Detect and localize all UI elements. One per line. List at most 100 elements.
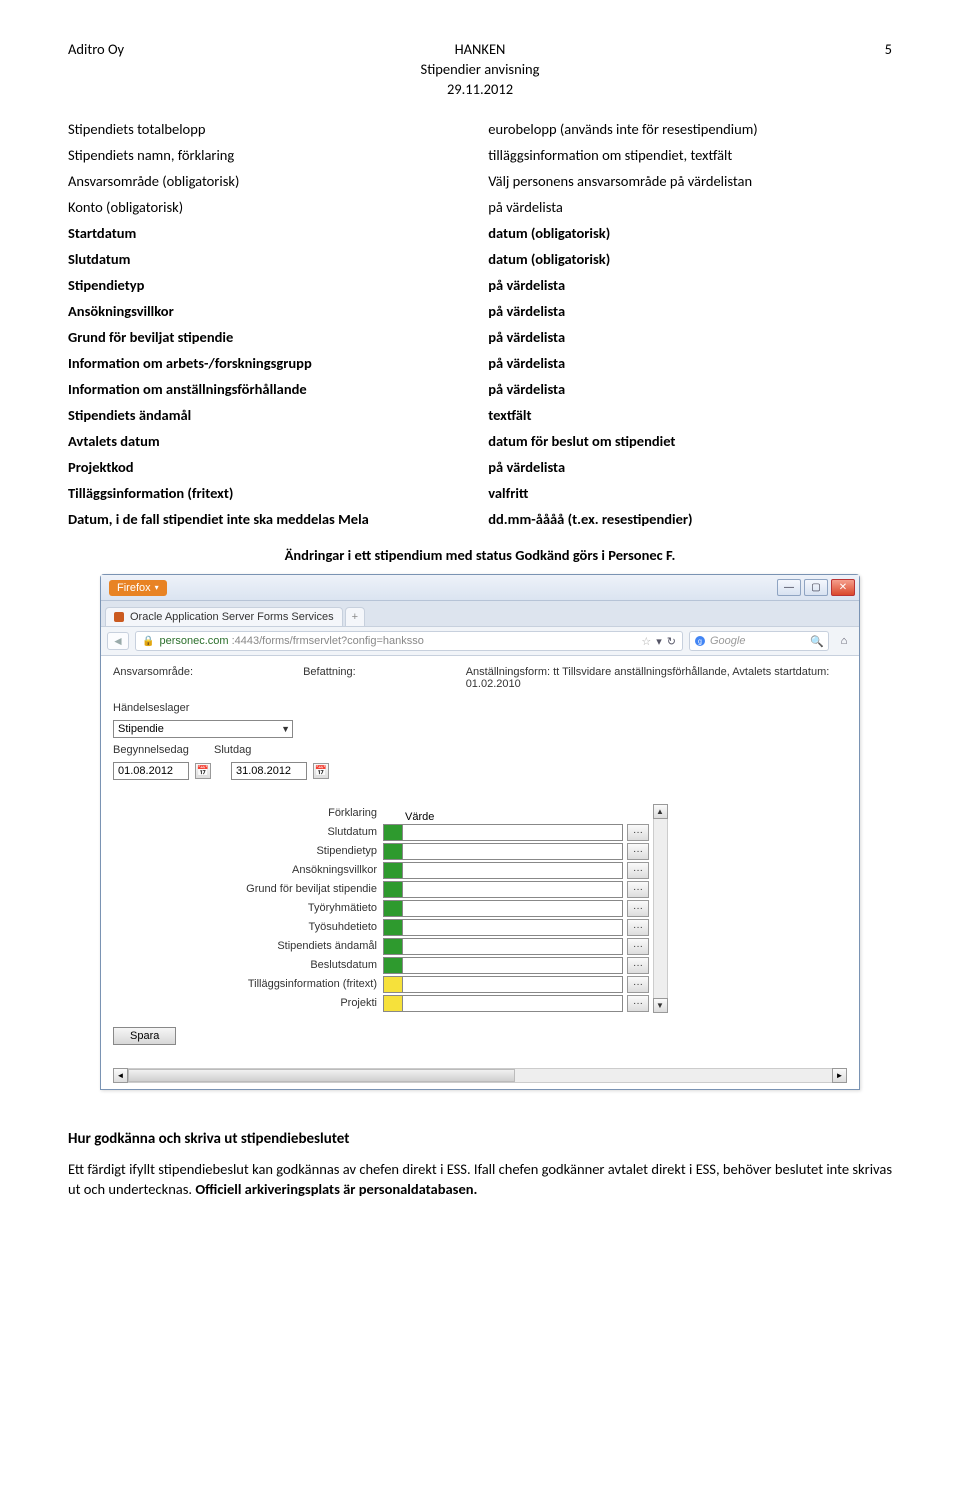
scroll-right-button[interactable]: ► — [832, 1068, 847, 1083]
value-cell[interactable] — [403, 995, 623, 1012]
header-company: Aditro Oy — [68, 40, 343, 58]
window-minimize-button[interactable]: — — [777, 579, 801, 596]
scrollbar-track[interactable] — [653, 819, 668, 998]
value-cell[interactable] — [403, 919, 623, 936]
definition-label: Projektkod — [68, 454, 488, 480]
new-tab-button[interactable]: + — [345, 607, 365, 626]
screenshot-window: Firefox ▾ — ▢ ✕ Oracle Application Serve… — [100, 574, 860, 1090]
scroll-up-button[interactable]: ▲ — [653, 804, 668, 819]
value-cell[interactable] — [403, 824, 623, 841]
chevron-down-icon: ▾ — [155, 583, 159, 592]
grid-row-label: Työsuhdetieto — [113, 918, 377, 937]
oracle-form-pane: Ansvarsområde: Befattning: Anställningsf… — [101, 656, 859, 1089]
window-close-button[interactable]: ✕ — [831, 579, 855, 596]
value-cell[interactable] — [403, 976, 623, 993]
definition-desc: Välj personens ansvarsområde på värdelis… — [488, 168, 892, 194]
search-icon[interactable]: 🔍 — [810, 635, 824, 648]
scroll-down-button[interactable]: ▼ — [653, 998, 668, 1013]
section-paragraph: Ett färdigt ifyllt stipendiebeslut kan g… — [68, 1160, 892, 1199]
browser-tabs: Oracle Application Server Forms Services… — [101, 601, 859, 627]
grid-row: ··· — [383, 918, 649, 937]
lookup-button[interactable]: ··· — [627, 900, 649, 917]
input-begynnelsedag[interactable]: 01.08.2012 — [113, 762, 189, 780]
definition-desc: datum (obligatorisk) — [488, 220, 892, 246]
label-befattning: Befattning: — [303, 666, 356, 690]
definition-desc: på värdelista — [488, 376, 892, 402]
grid-row-label: Stipendiets ändamål — [113, 937, 377, 956]
definition-row: Stipendiets totalbeloppeurobelopp (använ… — [68, 116, 892, 142]
grid-row: ··· — [383, 880, 649, 899]
window-titlebar: Firefox ▾ — ▢ ✕ — [101, 575, 859, 601]
grid-row-label: Tilläggsinformation (fritext) — [113, 975, 377, 994]
grid-header-varde: Värde — [403, 811, 623, 823]
bookmark-star-icon[interactable]: ☆ — [641, 635, 651, 648]
value-cell[interactable] — [403, 957, 623, 974]
label-anstallningsform: Anställningsform: tt Tillsvidare anställ… — [466, 666, 847, 690]
calendar-icon[interactable]: 📅 — [313, 763, 329, 779]
search-input[interactable]: g Google 🔍 — [689, 631, 829, 651]
value-cell[interactable] — [403, 862, 623, 879]
status-color-cell — [383, 995, 403, 1012]
save-button[interactable]: Spara — [113, 1027, 176, 1045]
definition-row: Ansvarsområde (obligatorisk)Välj persone… — [68, 168, 892, 194]
home-button[interactable]: ⌂ — [835, 635, 853, 647]
definition-desc: på värdelista — [488, 454, 892, 480]
definition-label: Slutdatum — [68, 246, 488, 272]
firefox-label: Firefox — [117, 582, 151, 594]
input-slutdag[interactable]: 31.08.2012 — [231, 762, 307, 780]
definition-desc: på värdelista — [488, 350, 892, 376]
definition-label: Tilläggsinformation (fritext) — [68, 480, 488, 506]
definition-label: Startdatum — [68, 220, 488, 246]
lookup-button[interactable]: ··· — [627, 862, 649, 879]
lookup-button[interactable]: ··· — [627, 919, 649, 936]
value-cell[interactable] — [403, 881, 623, 898]
window-maximize-button[interactable]: ▢ — [804, 579, 828, 596]
grid-row: ··· — [383, 994, 649, 1013]
label-handelseslager: Händelseslager — [113, 702, 208, 714]
grid-row-label: Grund för beviljat stipendie — [113, 880, 377, 899]
grid-row-label: Työryhmätieto — [113, 899, 377, 918]
browser-tab-active[interactable]: Oracle Application Server Forms Services — [105, 607, 343, 626]
definition-label: Information om arbets-/forskningsgrupp — [68, 350, 488, 376]
grid-row: ··· — [383, 861, 649, 880]
nav-back-button[interactable]: ◄ — [107, 632, 129, 650]
tab-favicon-icon — [114, 612, 124, 622]
page-header: Aditro Oy HANKEN 5 — [68, 40, 892, 58]
status-color-cell — [383, 843, 403, 860]
url-input[interactable]: 🔒 personec.com :4443/forms/frmservlet?co… — [135, 631, 683, 651]
lookup-button[interactable]: ··· — [627, 824, 649, 841]
lookup-button[interactable]: ··· — [627, 957, 649, 974]
page-subheader: Stipendier anvisning — [68, 60, 892, 78]
lookup-button[interactable]: ··· — [627, 995, 649, 1012]
reload-icon[interactable]: ↻ — [667, 635, 676, 648]
header-subtitle: Stipendier anvisning — [343, 60, 618, 78]
definition-row: Information om arbets-/forskningsgrupppå… — [68, 350, 892, 376]
grid-row-label: Slutdatum — [113, 823, 377, 842]
definition-desc: dd.mm-åååå (t.ex. resestipendier) — [488, 506, 892, 532]
definition-desc: på värdelista — [488, 324, 892, 350]
section-heading: Hur godkänna och skriva ut stipendiebesl… — [68, 1130, 892, 1148]
definition-desc: eurobelopp (används inte för resestipend… — [488, 116, 892, 142]
lookup-button[interactable]: ··· — [627, 843, 649, 860]
horizontal-scrollbar[interactable]: ◄ ► — [113, 1067, 847, 1083]
value-cell[interactable] — [403, 843, 623, 860]
scrollbar-thumb[interactable] — [128, 1069, 515, 1082]
firefox-menu-button[interactable]: Firefox ▾ — [109, 580, 167, 596]
value-cell[interactable] — [403, 900, 623, 917]
lookup-button[interactable]: ··· — [627, 881, 649, 898]
form-grid: Förklaring SlutdatumStipendietypAnsöknin… — [113, 804, 847, 1013]
definition-label: Datum, i de fall stipendiet inte ska med… — [68, 506, 488, 532]
value-cell[interactable] — [403, 938, 623, 955]
definition-label: Konto (obligatorisk) — [68, 194, 488, 220]
browser-urlbar: ◄ 🔒 personec.com :4443/forms/frmservlet?… — [101, 627, 859, 656]
definition-row: Projektkodpå värdelista — [68, 454, 892, 480]
definition-row: Information om anställningsförhållandepå… — [68, 376, 892, 402]
lookup-button[interactable]: ··· — [627, 938, 649, 955]
dropdown-handelseslager[interactable]: Stipendie ▼ — [113, 720, 293, 738]
lookup-button[interactable]: ··· — [627, 976, 649, 993]
status-color-cell — [383, 957, 403, 974]
definition-row: Stipendiets namn, förklaringtilläggsinfo… — [68, 142, 892, 168]
calendar-icon[interactable]: 📅 — [195, 763, 211, 779]
scroll-left-button[interactable]: ◄ — [113, 1068, 128, 1083]
stop-reload-icon[interactable]: ▾ — [656, 635, 662, 648]
